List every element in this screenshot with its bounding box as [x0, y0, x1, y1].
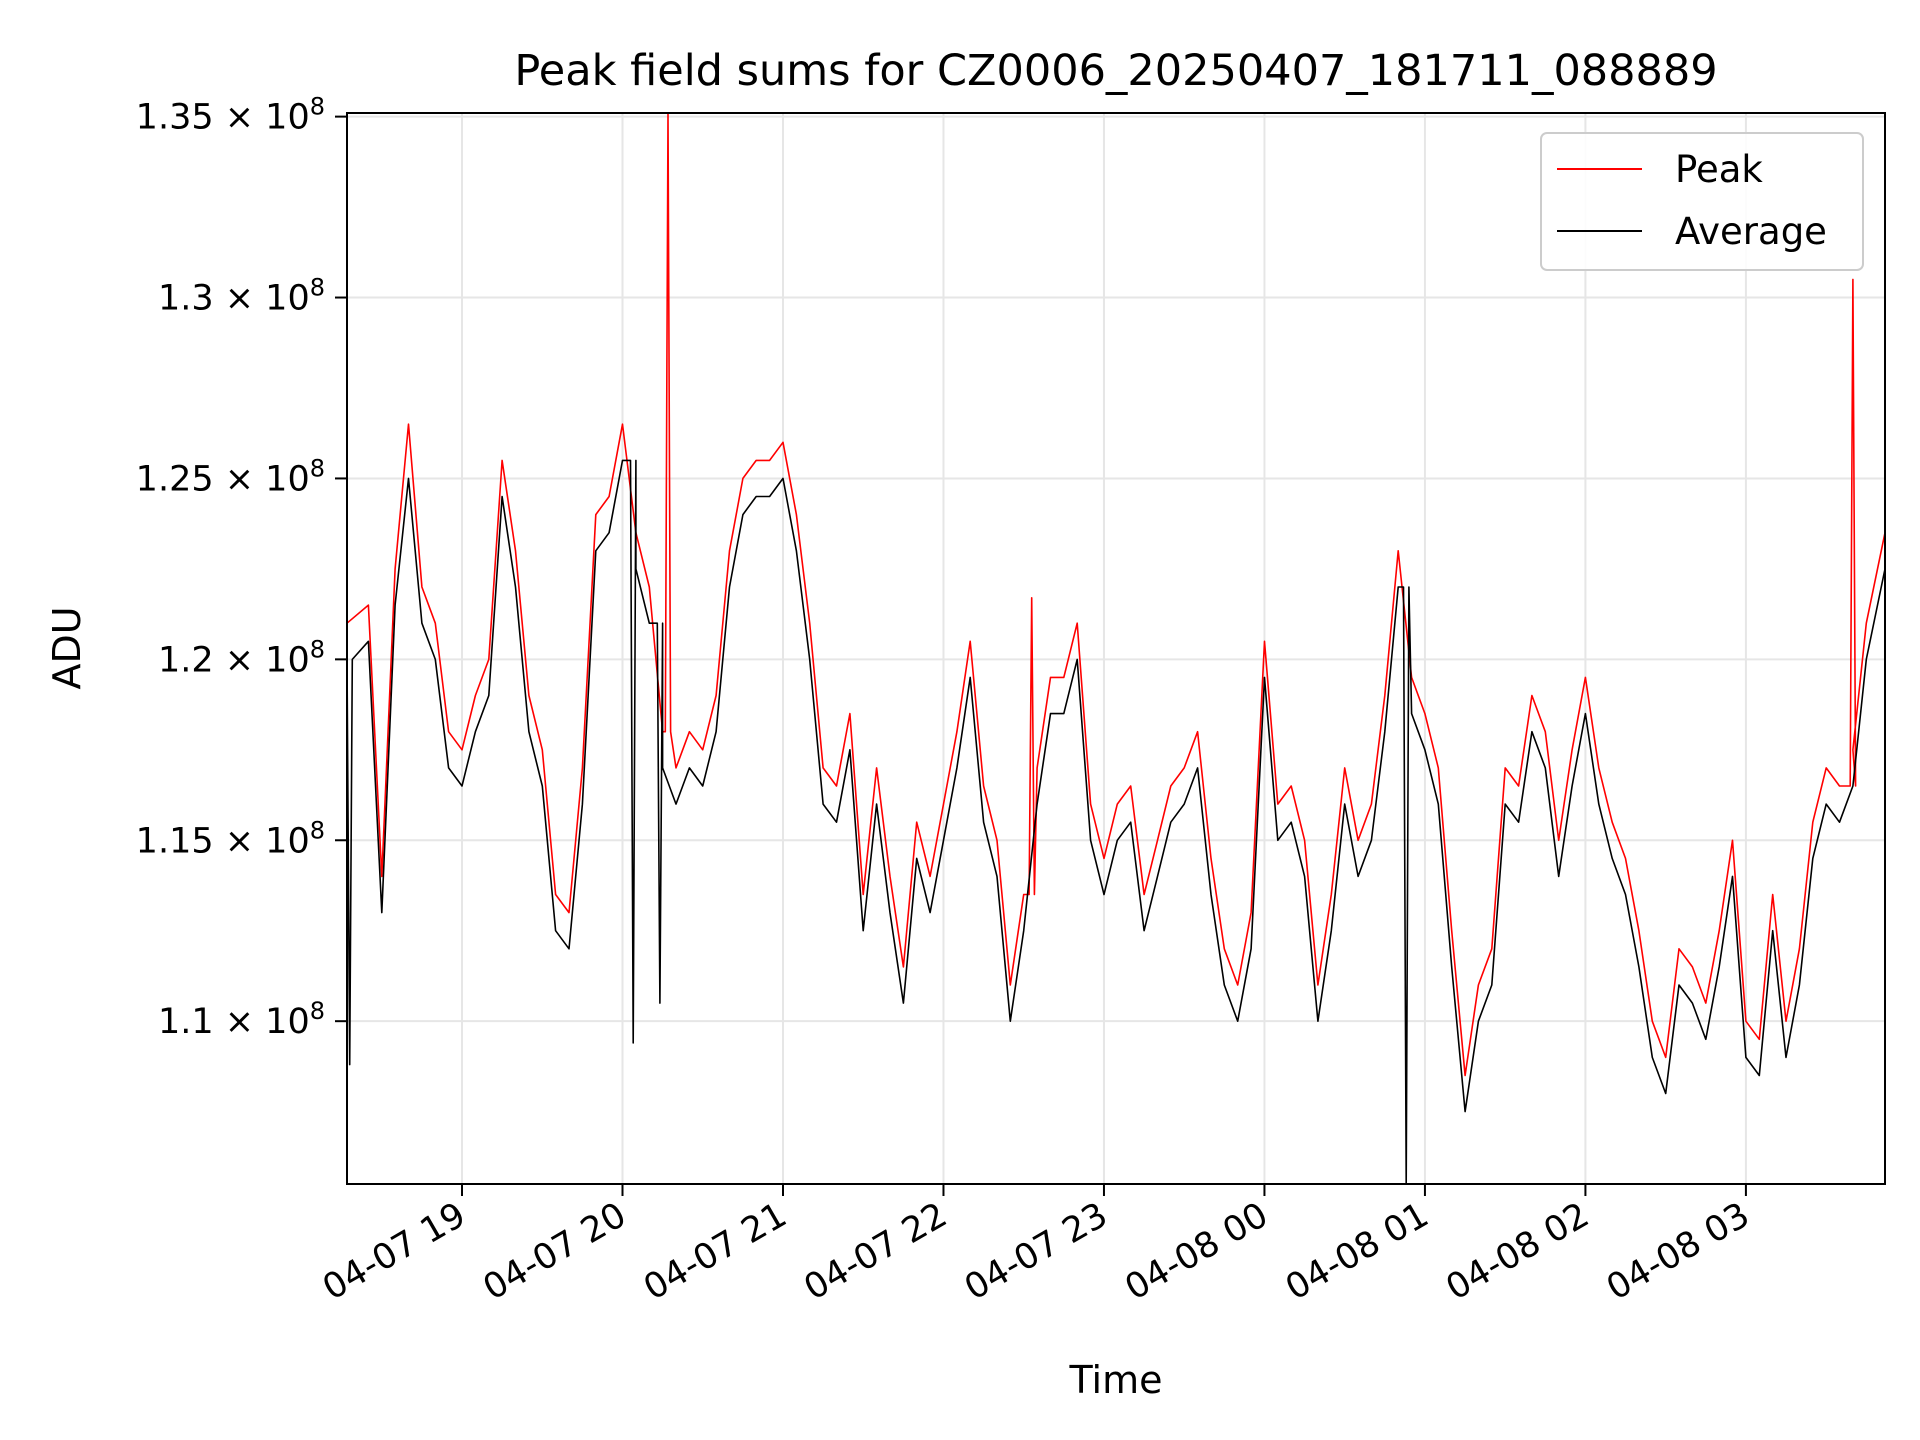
y-tick-label: 1.1 × 108 — [158, 997, 325, 1042]
legend-label-peak: Peak — [1675, 148, 1763, 191]
plot-frame — [346, 112, 1886, 1185]
y-axis-label: ADU — [45, 606, 89, 689]
legend-label-average: Average — [1675, 210, 1827, 253]
legend-box — [1540, 132, 1864, 271]
peak-series-line — [346, 112, 1886, 1077]
legend: Peak Average — [1540, 132, 1864, 271]
y-tick-label: 1.25 × 108 — [136, 454, 325, 499]
y-tick-label: 1.3 × 108 — [158, 274, 325, 319]
chart-title: Peak field sums for CZ0006_20250407_1817… — [514, 46, 1717, 96]
y-tick-label: 1.2 × 108 — [158, 635, 325, 680]
y-axis: 1.1 × 108 1.15 × 108 1.2 × 108 1.25 × 108 1.… — [136, 93, 347, 1042]
y-tick-label: 1.15 × 108 — [136, 816, 325, 861]
y-tick-label: 1.35 × 108 — [136, 93, 325, 138]
average-series-line — [346, 459, 1886, 1185]
series-layer — [346, 112, 1886, 1185]
grid — [347, 113, 1885, 1184]
x-axis-label: Time — [1069, 1358, 1163, 1402]
